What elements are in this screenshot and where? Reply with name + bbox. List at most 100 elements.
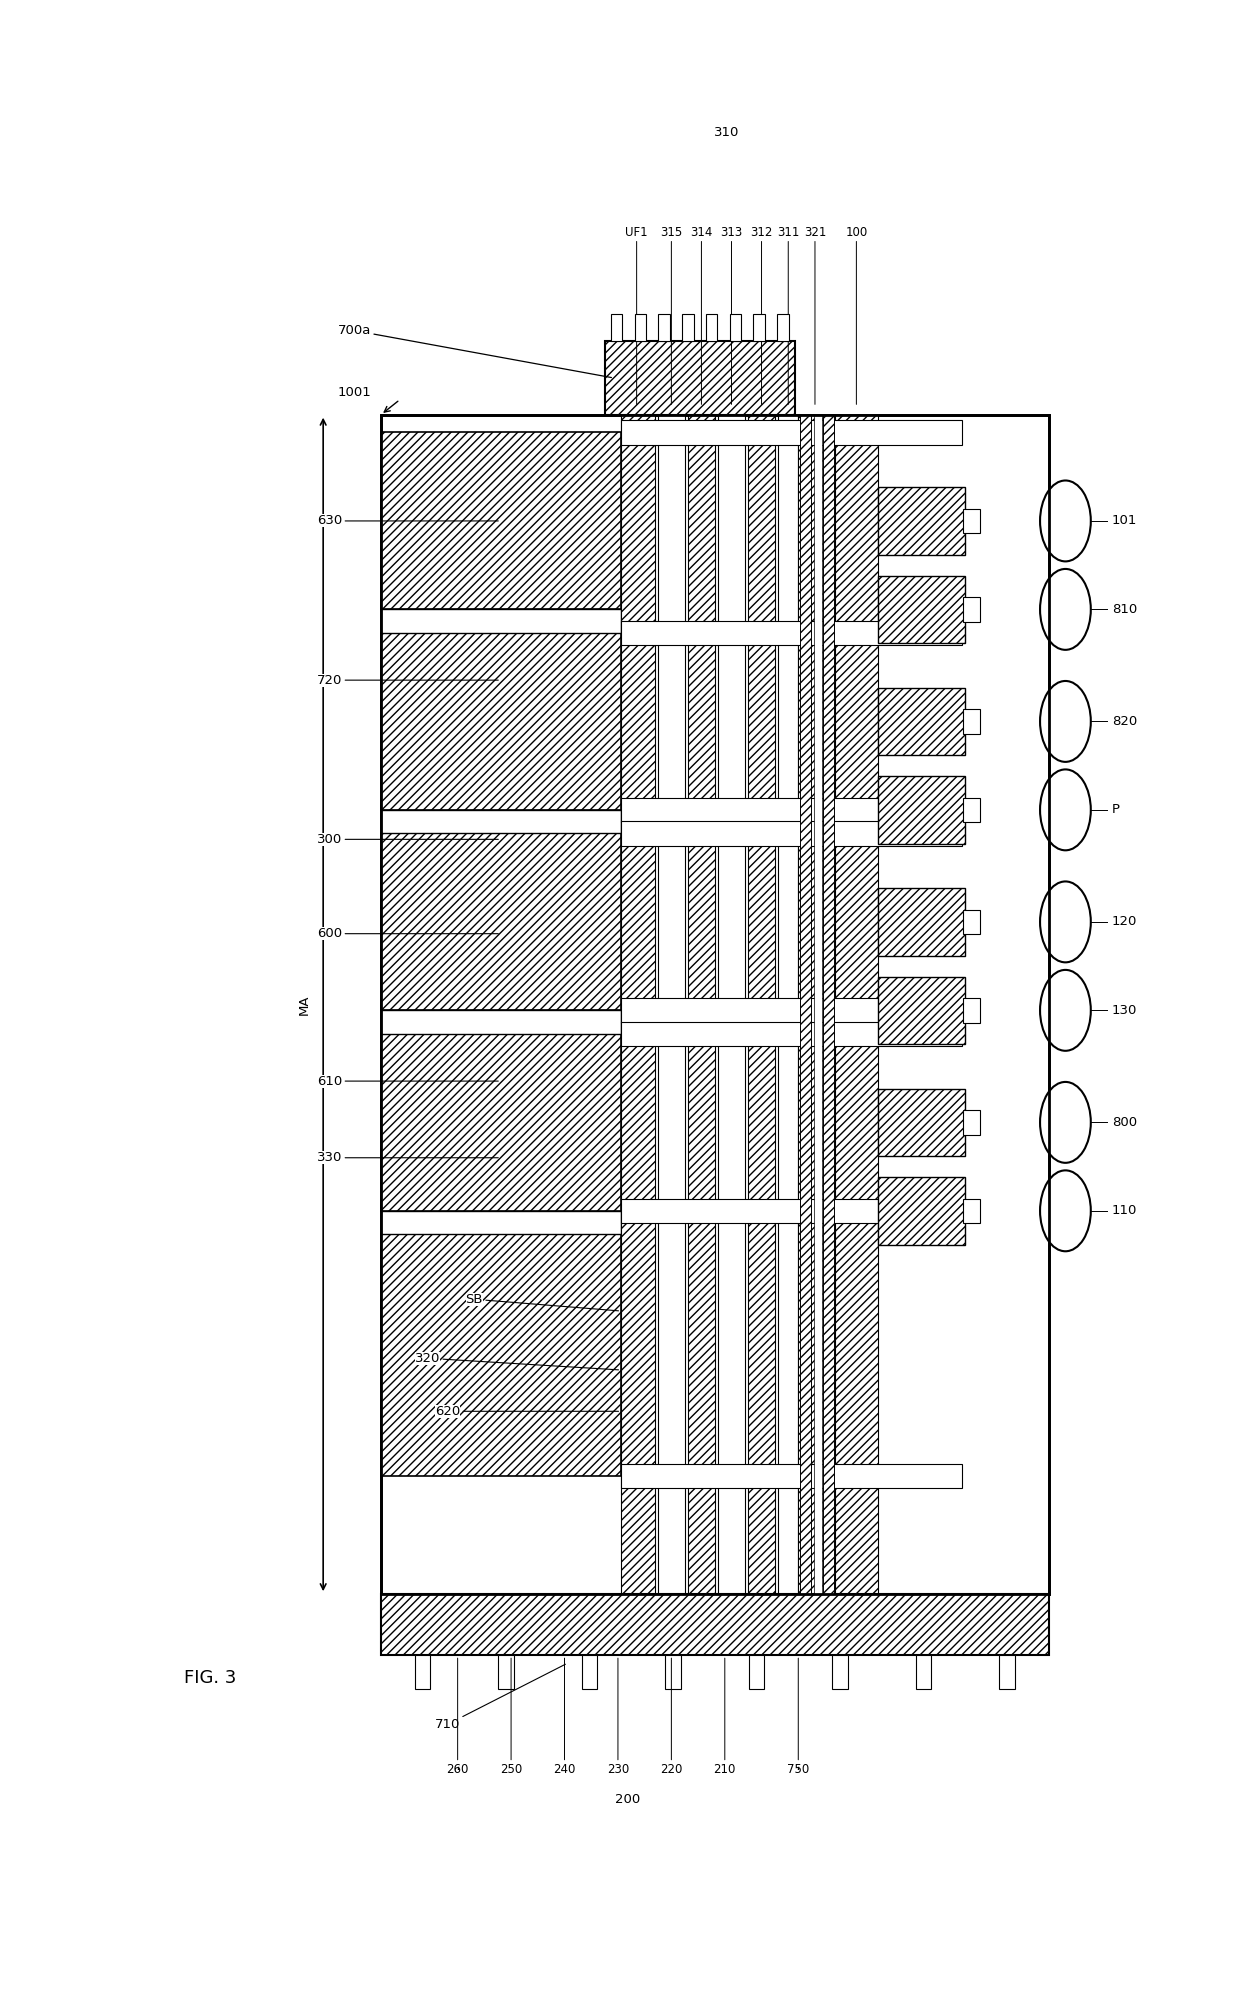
- Bar: [635, 314, 646, 342]
- Text: 750: 750: [787, 1659, 810, 1776]
- Text: 314: 314: [691, 225, 713, 404]
- Bar: [611, 314, 622, 342]
- Bar: [799, 416, 832, 1593]
- Text: 312: 312: [750, 225, 773, 404]
- Text: 220: 220: [660, 1659, 682, 1776]
- Text: UF1: UF1: [625, 225, 649, 404]
- Text: 315: 315: [660, 225, 682, 404]
- Circle shape: [1040, 680, 1091, 762]
- Bar: [823, 416, 833, 1593]
- Text: MA: MA: [298, 994, 310, 1014]
- Text: FIG. 3: FIG. 3: [184, 1669, 236, 1687]
- Text: 130: 130: [1112, 1004, 1137, 1016]
- Text: 260: 260: [446, 1659, 469, 1776]
- Text: 321: 321: [804, 225, 826, 404]
- Bar: [878, 487, 965, 555]
- Circle shape: [1040, 770, 1091, 851]
- Text: 610: 610: [317, 1074, 498, 1088]
- Bar: [381, 1593, 1049, 1655]
- Text: 320: 320: [415, 1353, 619, 1370]
- Bar: [666, 1655, 681, 1689]
- Text: 700a: 700a: [337, 324, 611, 378]
- Text: SB: SB: [465, 1293, 619, 1311]
- Text: 250: 250: [500, 1659, 522, 1776]
- Bar: [963, 798, 980, 821]
- Bar: [835, 416, 878, 1593]
- Bar: [832, 1655, 848, 1689]
- Circle shape: [1040, 1082, 1091, 1164]
- Bar: [916, 1655, 931, 1689]
- Bar: [878, 688, 965, 756]
- Bar: [381, 609, 621, 633]
- Text: P: P: [1112, 804, 1120, 815]
- Circle shape: [1040, 971, 1091, 1050]
- Bar: [381, 633, 621, 810]
- Text: 101: 101: [1112, 515, 1137, 527]
- Bar: [963, 1110, 980, 1134]
- Bar: [415, 1655, 430, 1689]
- Bar: [878, 977, 965, 1044]
- Bar: [878, 575, 965, 642]
- Circle shape: [1040, 1170, 1091, 1251]
- Bar: [963, 509, 980, 533]
- Bar: [963, 1199, 980, 1223]
- Text: 110: 110: [1112, 1203, 1137, 1217]
- Bar: [605, 342, 795, 416]
- Bar: [682, 314, 693, 342]
- Text: 620: 620: [435, 1404, 619, 1418]
- Circle shape: [1040, 569, 1091, 650]
- Bar: [800, 416, 811, 1593]
- Bar: [963, 710, 980, 734]
- Bar: [381, 1010, 621, 1034]
- Bar: [498, 1655, 513, 1689]
- Bar: [878, 889, 965, 955]
- Text: 710: 710: [435, 1665, 565, 1730]
- Bar: [658, 314, 670, 342]
- Text: 810: 810: [1112, 603, 1137, 617]
- Text: 310: 310: [714, 125, 739, 139]
- Text: 800: 800: [1112, 1116, 1137, 1130]
- Bar: [381, 416, 1049, 1593]
- Bar: [381, 432, 621, 609]
- Text: 120: 120: [1112, 915, 1137, 929]
- Bar: [729, 314, 742, 342]
- Bar: [658, 416, 684, 1593]
- Bar: [749, 1655, 764, 1689]
- Bar: [688, 416, 714, 1593]
- Text: 311: 311: [777, 225, 800, 404]
- Circle shape: [1040, 881, 1091, 963]
- Bar: [963, 998, 980, 1022]
- Bar: [381, 810, 621, 833]
- Bar: [999, 1655, 1014, 1689]
- Text: 720: 720: [317, 674, 498, 686]
- Bar: [779, 416, 799, 1593]
- Bar: [381, 833, 621, 1010]
- Text: 630: 630: [317, 515, 498, 527]
- Bar: [381, 1235, 621, 1476]
- Bar: [878, 776, 965, 843]
- Text: 240: 240: [553, 1659, 575, 1776]
- Bar: [878, 1088, 965, 1156]
- Bar: [878, 1177, 965, 1245]
- Text: 200: 200: [615, 1794, 641, 1806]
- Text: 313: 313: [720, 225, 743, 404]
- Circle shape: [1040, 481, 1091, 561]
- Bar: [718, 416, 745, 1593]
- Text: 210: 210: [713, 1659, 737, 1776]
- Bar: [621, 1022, 962, 1046]
- Bar: [381, 416, 1049, 1593]
- Bar: [748, 416, 775, 1593]
- Bar: [381, 1211, 621, 1235]
- Bar: [963, 597, 980, 623]
- Bar: [754, 314, 765, 342]
- Bar: [963, 909, 980, 935]
- Text: 330: 330: [317, 1152, 498, 1164]
- Bar: [621, 1199, 962, 1223]
- Text: 1001: 1001: [337, 386, 371, 400]
- Bar: [813, 416, 822, 1593]
- Bar: [621, 798, 962, 821]
- Bar: [582, 1655, 598, 1689]
- Text: 100: 100: [846, 225, 868, 404]
- Text: 820: 820: [1112, 714, 1137, 728]
- Bar: [621, 1464, 962, 1488]
